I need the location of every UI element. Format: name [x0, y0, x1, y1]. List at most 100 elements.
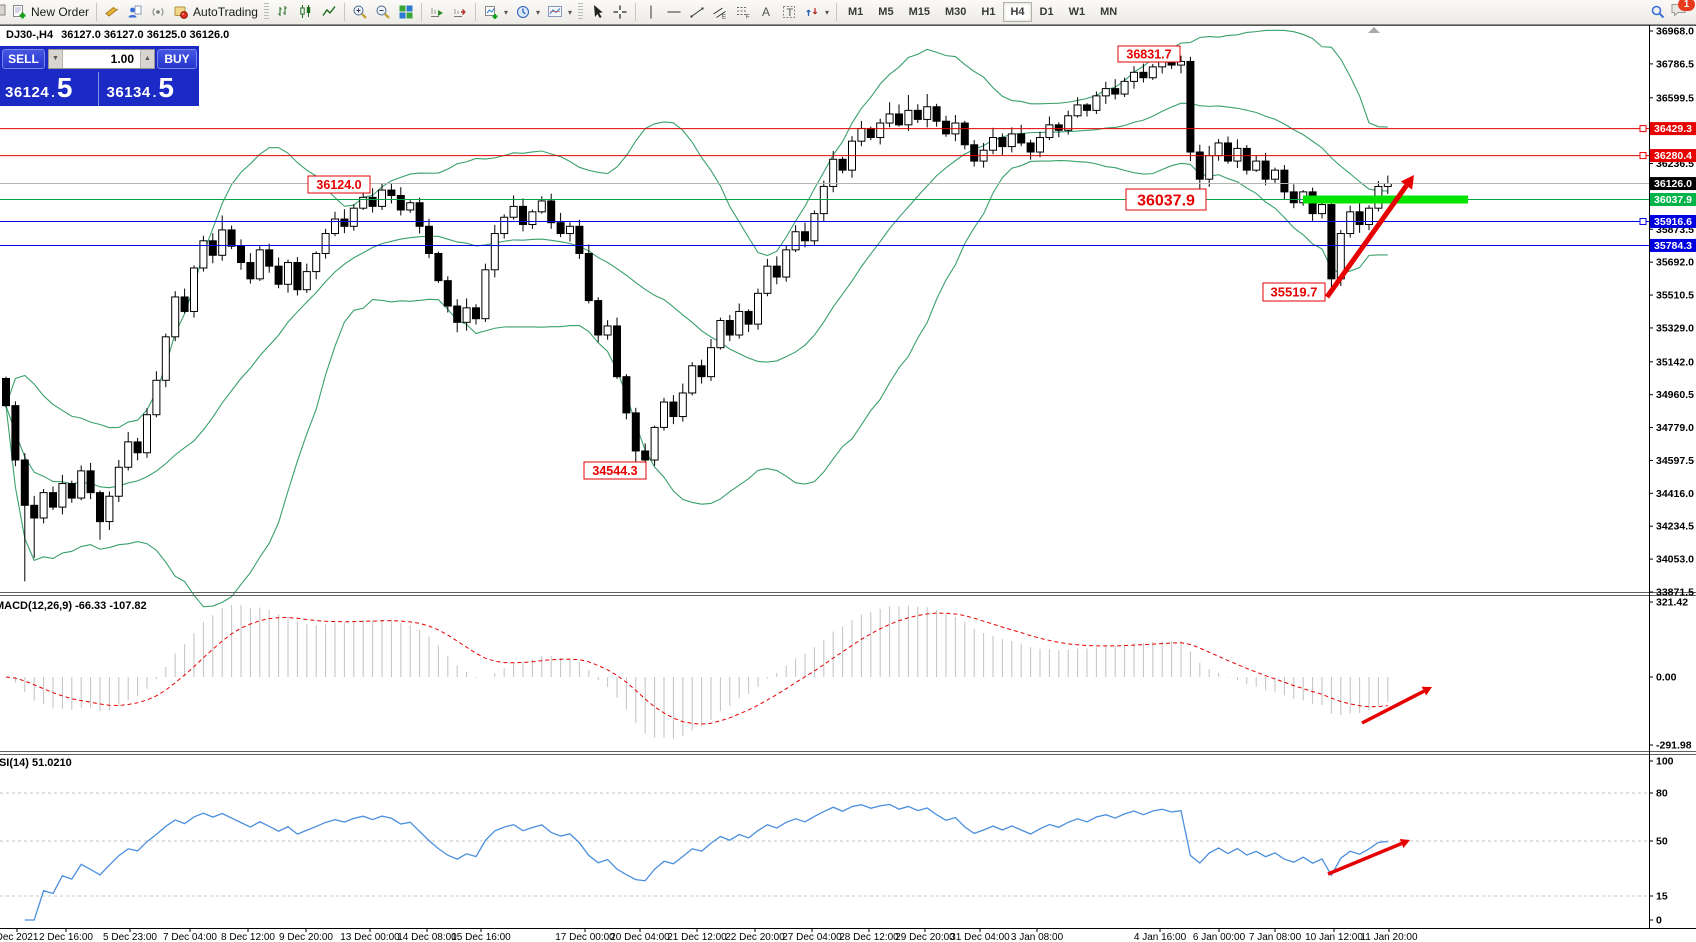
auto-scroll-button[interactable] [426, 2, 448, 23]
text-icon: A [762, 5, 770, 19]
new-order-icon [13, 5, 26, 19]
candle-body [782, 249, 791, 278]
price-annotation-box[interactable] [1125, 188, 1207, 211]
notifications-button[interactable]: 1 [1670, 0, 1695, 23]
chart-shift-icon [453, 9, 466, 17]
horizontal-line-button[interactable] [663, 2, 685, 23]
tab-w1[interactable]: W1 [1068, 6, 1086, 18]
highlight-trendline[interactable] [1303, 195, 1468, 204]
axis-tick-label: 34779.0 [1656, 422, 1694, 434]
candle-body [772, 265, 781, 278]
tab-h1[interactable]: H1 [981, 6, 996, 18]
candle-body [566, 225, 574, 235]
candle-body [885, 113, 894, 124]
time-tick-label: 10 Jan 12:00 [1305, 932, 1363, 942]
signals-button[interactable] [147, 2, 169, 23]
axis-tick-label: 36786.5 [1656, 58, 1694, 70]
chart-title: DJ30-,H4 36127.0 36127.0 36125.0 36126.0 [6, 29, 229, 41]
candle-body [284, 262, 292, 285]
candle-body [349, 207, 358, 227]
tab-mn[interactable]: MN [1100, 6, 1118, 18]
candle-body [30, 504, 39, 519]
price-badge [1650, 214, 1696, 228]
new-order-button[interactable]: New Order [8, 2, 92, 23]
candle-body [293, 262, 302, 291]
arrows-dropdown[interactable]: ▾ [801, 2, 832, 23]
trendline-button[interactable] [686, 2, 708, 23]
templates-dropdown[interactable]: ▾ [544, 2, 575, 23]
tab-m15[interactable]: M15 [908, 6, 930, 18]
candle-body [481, 269, 490, 320]
price-annotation-box[interactable] [307, 175, 371, 194]
open-account-button[interactable] [124, 2, 146, 23]
price-annotation-box[interactable] [1262, 282, 1326, 302]
new-chart-dropdown[interactable]: ▾ [480, 2, 511, 23]
candle-body [434, 252, 443, 282]
text-label-icon: T [783, 6, 795, 19]
price-annotation-text: 36831.7 [1126, 48, 1171, 62]
candle-body [1318, 204, 1326, 215]
time-tick-label: 29 Dec 20:00 [895, 932, 955, 942]
volume-input[interactable] [63, 50, 140, 68]
cursor-button[interactable] [586, 2, 608, 23]
candle-body [913, 109, 922, 120]
one-click-trading-panel: SELL ▼ ▲ BUY 36124.5 36134.5 [0, 46, 199, 106]
fibonacci-button[interactable]: F [732, 2, 754, 23]
candle-body [960, 122, 969, 146]
candle-body [2, 377, 10, 407]
tab-m1[interactable]: M1 [848, 6, 864, 18]
candle-body [923, 106, 932, 120]
candle-body [819, 185, 828, 215]
search-button[interactable] [1647, 2, 1669, 23]
sell-button[interactable]: SELL [2, 49, 45, 69]
autotrading-button[interactable]: AutoTrading [170, 2, 261, 23]
price-annotation-box[interactable] [583, 461, 647, 480]
buy-button[interactable]: BUY [157, 49, 197, 69]
text-label-button[interactable]: T [778, 2, 800, 23]
volume-increase-button[interactable]: ▲ [140, 50, 154, 68]
candle-body [556, 222, 565, 235]
candle-body [1289, 191, 1298, 204]
tab-d1[interactable]: D1 [1039, 6, 1054, 18]
candle-body [368, 196, 377, 207]
toolbar-grip [578, 3, 583, 21]
candle-body [575, 225, 584, 254]
candle-body [1280, 169, 1289, 193]
candle-body [86, 470, 95, 494]
candle-body [735, 310, 744, 336]
tile-windows-button[interactable] [395, 2, 417, 23]
volume-stepper: ▼ ▲ [48, 49, 155, 69]
macd-label: MACD(12,26,9) -66.33 -107.82 [0, 600, 147, 612]
profiles-dropdown[interactable]: ▾ [512, 2, 543, 23]
crosshair-button[interactable] [609, 2, 631, 23]
tab-m5[interactable]: M5 [878, 6, 894, 18]
price-annotation-box[interactable] [1117, 45, 1181, 63]
candle-body [396, 195, 405, 211]
price-annotation-text: 35519.7 [1271, 285, 1318, 300]
red-arrow[interactable] [1324, 184, 1409, 299]
text-button[interactable]: A [755, 2, 777, 23]
equidistant-channel-button[interactable]: E [709, 2, 731, 23]
search-icon [1651, 5, 1665, 19]
red-arrow[interactable] [1361, 689, 1425, 725]
candle-body [998, 137, 1007, 148]
zoom-out-button[interactable] [372, 2, 394, 23]
zoom-in-button[interactable] [349, 2, 371, 23]
candle-body [904, 109, 913, 126]
red-arrow[interactable] [1327, 841, 1403, 876]
tab-h4[interactable]: H4 [1003, 2, 1032, 22]
bar-chart-button[interactable] [272, 2, 294, 23]
volume-decrease-button[interactable]: ▼ [49, 50, 63, 68]
vertical-line-button[interactable] [640, 2, 662, 23]
candle-body [707, 347, 715, 378]
divider [836, 3, 838, 21]
chart-shift-button[interactable] [449, 2, 471, 23]
time-tick-label: 21 Dec 12:00 [667, 932, 727, 942]
publish-button[interactable] [101, 2, 123, 23]
tab-m30[interactable]: M30 [944, 6, 967, 18]
bar-chart-icon [278, 6, 287, 16]
line-chart-button[interactable] [318, 2, 340, 23]
candlestick-chart-button[interactable] [295, 2, 317, 23]
